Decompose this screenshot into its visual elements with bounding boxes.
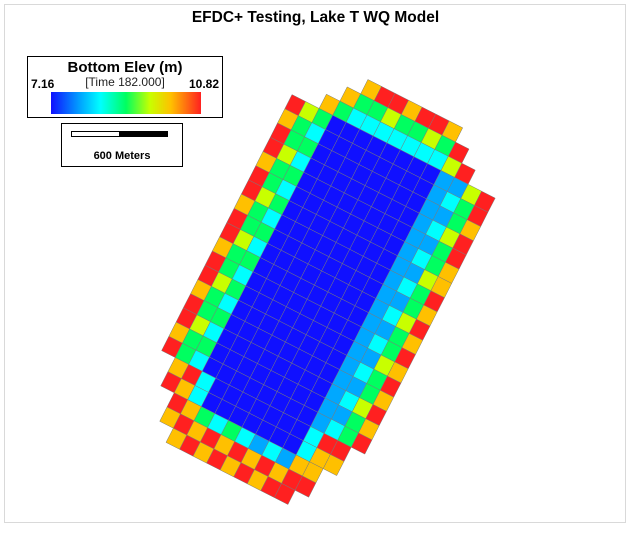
grid-cell bbox=[294, 475, 317, 498]
grid-cell bbox=[274, 483, 296, 505]
legend-title: Bottom Elev (m) bbox=[67, 59, 183, 76]
legend-time-label: [Time 182.000] bbox=[85, 75, 165, 89]
legend-min-label: 7.16 bbox=[31, 77, 55, 91]
scale-label: 600 Meters bbox=[93, 150, 151, 162]
grid-cell bbox=[322, 454, 345, 476]
legend-max-label: 10.82 bbox=[188, 77, 219, 91]
legend-colorbar bbox=[51, 92, 201, 114]
scale-bar-box: 600 Meters bbox=[61, 123, 183, 167]
color-legend: Bottom Elev (m) 7.16 [Time 182.000] 10.8… bbox=[27, 56, 223, 118]
map-title: EFDC+ Testing, Lake T WQ Model bbox=[191, 9, 440, 26]
scale-bar bbox=[71, 131, 168, 137]
grid-cell bbox=[350, 432, 373, 455]
map-frame bbox=[4, 4, 626, 523]
